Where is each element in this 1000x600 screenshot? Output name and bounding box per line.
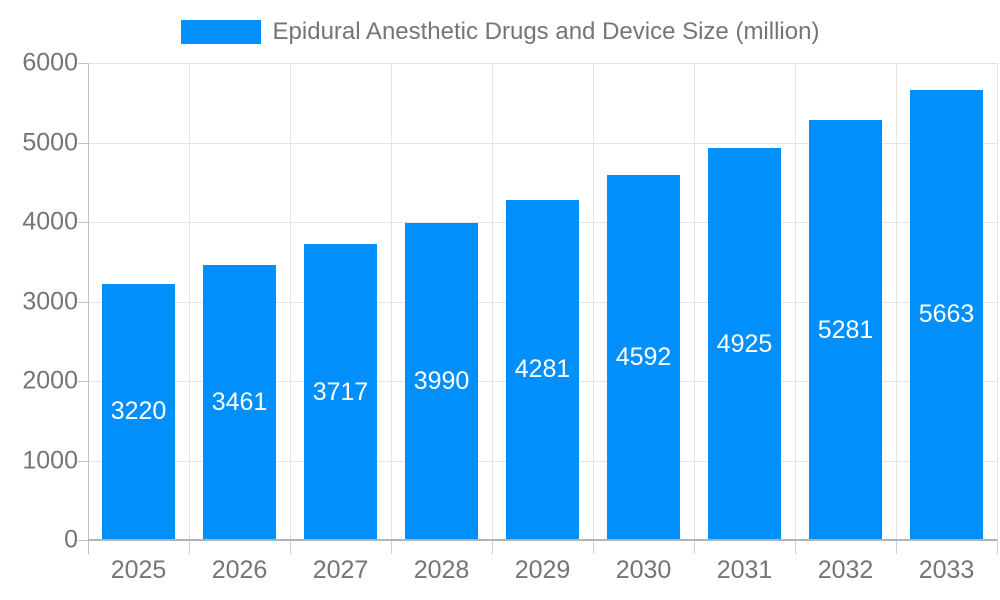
bar[interactable]: 3717: [304, 244, 377, 540]
bar-value-label: 3220: [110, 397, 167, 426]
y-tick-mark: [78, 142, 88, 144]
y-tick-mark: [78, 63, 88, 64]
bar[interactable]: 4925: [708, 148, 781, 540]
x-axis-label: 2029: [514, 556, 571, 584]
x-axis-label: 2028: [413, 556, 470, 584]
bar[interactable]: 5663: [910, 89, 983, 540]
y-axis-label: 2000: [22, 366, 78, 395]
x-gridline: [795, 63, 796, 540]
y-axis-label: 0: [64, 525, 78, 554]
x-gridline: [694, 63, 695, 540]
y-axis-label: 5000: [22, 128, 78, 156]
bar[interactable]: 4592: [607, 174, 680, 540]
x-tick-mark: [290, 540, 291, 554]
bar-value-label: 4925: [716, 329, 773, 358]
bar[interactable]: 5281: [809, 120, 882, 540]
x-gridline: [290, 63, 291, 540]
x-gridline: [391, 63, 392, 540]
legend[interactable]: Epidural Anesthetic Drugs and Device Siz…: [0, 18, 1000, 46]
bar[interactable]: 4281: [506, 199, 579, 540]
bar-value-label: 5663: [918, 300, 975, 329]
x-gridline: [492, 63, 493, 540]
y-tick-mark: [78, 460, 88, 462]
bar-value-label: 4281: [514, 355, 571, 384]
x-gridline: [896, 63, 897, 540]
x-tick-mark: [391, 540, 392, 554]
bar[interactable]: 3220: [102, 284, 175, 540]
x-axis-label: 2033: [918, 556, 975, 584]
legend-label: Epidural Anesthetic Drugs and Device Siz…: [272, 18, 820, 45]
x-gridline: [997, 63, 998, 540]
x-axis-label: 2027: [312, 556, 369, 584]
y-axis-label: 1000: [22, 446, 78, 474]
y-axis-label: 3000: [22, 287, 78, 315]
y-tick-mark: [78, 540, 88, 541]
bar-value-label: 3717: [312, 377, 369, 406]
x-axis-label: 2025: [110, 556, 167, 584]
x-tick-mark: [189, 540, 190, 554]
x-axis-line: [88, 539, 997, 541]
bar[interactable]: 3461: [203, 264, 276, 540]
bar-value-label: 4592: [615, 342, 672, 371]
x-gridline: [189, 63, 190, 540]
y-gridline: [88, 63, 997, 64]
y-tick-mark: [78, 381, 88, 382]
x-axis-label: 2026: [211, 556, 268, 584]
x-tick-mark: [997, 540, 998, 554]
y-tick-mark: [78, 222, 88, 223]
y-axis-label: 4000: [22, 207, 78, 236]
y-gridline: [88, 142, 997, 144]
y-axis-label: 6000: [22, 48, 78, 77]
x-axis-label: 2031: [716, 556, 773, 584]
bar-value-label: 5281: [817, 315, 874, 344]
bar[interactable]: 3990: [405, 222, 478, 540]
y-axis-line: [88, 63, 89, 554]
legend-swatch: [180, 20, 261, 44]
bar-value-label: 3461: [211, 387, 268, 416]
x-tick-mark: [896, 540, 897, 554]
x-axis-label: 2030: [615, 556, 672, 584]
y-tick-mark: [78, 301, 88, 303]
x-tick-mark: [593, 540, 594, 554]
bar-value-label: 3990: [413, 366, 470, 395]
x-tick-mark: [694, 540, 695, 554]
x-tick-mark: [492, 540, 493, 554]
x-gridline: [593, 63, 594, 540]
x-axis-label: 2032: [817, 556, 874, 584]
x-tick-mark: [795, 540, 796, 554]
